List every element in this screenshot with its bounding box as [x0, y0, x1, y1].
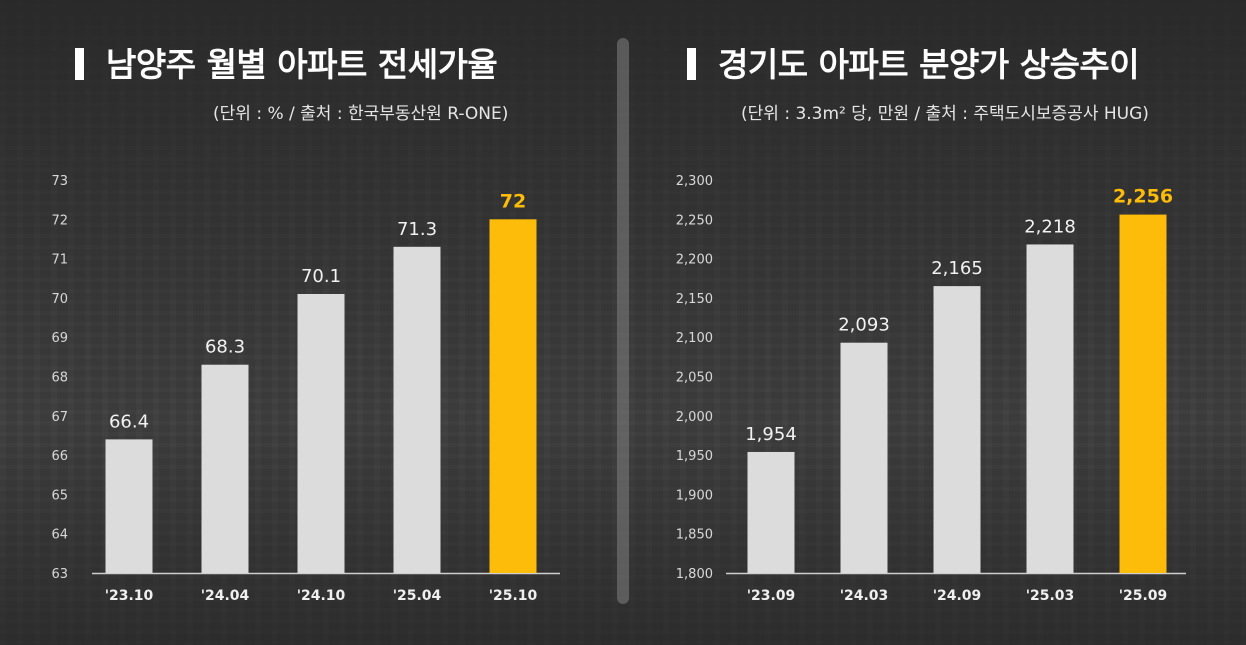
highlight-bar: [489, 219, 537, 574]
bar: [201, 364, 249, 573]
x-category-label: '25.10: [489, 588, 538, 604]
y-tick-label: 66: [51, 449, 68, 464]
value-label: 72: [500, 190, 526, 212]
y-tick-label: 1,800: [676, 567, 713, 582]
x-category-label: '24.03: [840, 588, 889, 604]
y-tick-label: 1,900: [676, 488, 713, 503]
x-category-label: '23.10: [105, 588, 154, 604]
title-marker-icon: [75, 48, 84, 80]
y-tick-label: 73: [51, 174, 68, 189]
x-category-label: '24.10: [297, 588, 346, 604]
y-tick-label: 64: [51, 528, 68, 543]
x-category-label: '23.09: [747, 588, 796, 604]
panel-divider: [617, 38, 629, 604]
jeonse-ratio-bar-chart: 63 64 65 66 67 68 69 70 71 72 73 66.4 '23.10 68.3 '24.…: [51, 174, 560, 604]
y-tick-label: 2,150: [676, 292, 713, 307]
bar: [105, 439, 153, 573]
y-tick-label: 71: [51, 253, 68, 268]
bar: [297, 293, 345, 573]
value-label: 2,165: [931, 258, 983, 279]
x-category-label: '24.09: [933, 588, 982, 604]
left-chart-panel: 남양주 월별 아파트 전세가율 (단위 : % / 출처 : 한국부동산원 R-…: [0, 0, 617, 645]
bar: [393, 246, 441, 573]
right-chart-title-text: 경기도 아파트 분양가 상승추이: [718, 45, 1140, 84]
presale-price-bar-chart: 1,800 1,850 1,900 1,950 2,000 2,050 2,100 2,150…: [676, 174, 1186, 604]
y-tick-label: 1,850: [676, 528, 713, 543]
value-label: 70.1: [301, 266, 341, 287]
bar: [933, 286, 981, 573]
y-tick-label: 2,100: [676, 331, 713, 346]
bar: [1026, 244, 1074, 573]
y-tick-label: 2,050: [676, 371, 713, 386]
x-category-label: '25.09: [1119, 588, 1168, 604]
x-category-label: '25.03: [1026, 588, 1075, 604]
y-tick-label: 2,200: [676, 253, 713, 268]
left-chart-title: 남양주 월별 아파트 전세가율: [75, 38, 498, 86]
x-category-label: '24.04: [201, 588, 250, 604]
value-label: 68.3: [205, 337, 245, 358]
title-marker-icon: [687, 48, 696, 80]
y-tick-label: 2,000: [676, 410, 713, 425]
bar: [840, 342, 888, 573]
right-chart-subtitle: (단위 : 3.3m² 당, 만원 / 출처 : 주택도시보증공사 HUG): [741, 104, 1149, 124]
y-tick-label: 65: [51, 488, 68, 503]
y-tick-label: 2,250: [676, 213, 713, 228]
left-chart-title-text: 남양주 월별 아파트 전세가율: [106, 45, 498, 84]
y-tick-label: 63: [51, 567, 68, 582]
y-tick-label: 68: [51, 371, 68, 386]
right-chart-panel: 경기도 아파트 분양가 상승추이 (단위 : 3.3m² 당, 만원 / 출처 …: [629, 0, 1246, 645]
x-category-label: '25.04: [393, 588, 442, 604]
y-tick-label: 1,950: [676, 449, 713, 464]
value-label: 1,954: [745, 424, 797, 445]
value-label: 71.3: [397, 219, 437, 240]
y-tick-label: 2,300: [676, 174, 713, 189]
value-label: 2,093: [838, 315, 890, 336]
y-tick-label: 70: [51, 292, 68, 307]
y-tick-label: 67: [51, 410, 68, 425]
left-chart-subtitle: (단위 : % / 출처 : 한국부동산원 R-ONE): [213, 104, 509, 124]
highlight-bar: [1119, 214, 1167, 574]
y-tick-label: 72: [51, 213, 68, 228]
right-chart-title: 경기도 아파트 분양가 상승추이: [687, 38, 1140, 86]
value-label: 2,218: [1024, 216, 1076, 237]
y-tick-label: 69: [51, 331, 68, 346]
bar: [747, 451, 795, 573]
value-label: 2,256: [1113, 186, 1173, 208]
value-label: 66.4: [109, 411, 149, 432]
